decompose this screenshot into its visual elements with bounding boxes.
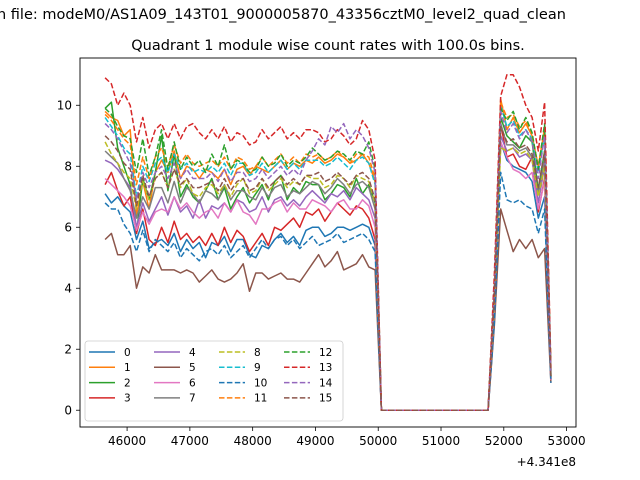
x-tick-label: 48000 bbox=[234, 434, 272, 448]
series-line-15 bbox=[104, 125, 552, 411]
y-tick-label: 10 bbox=[57, 99, 72, 113]
series-lines bbox=[104, 74, 552, 411]
y-tick-label: 6 bbox=[64, 221, 72, 235]
y-tick-label: 2 bbox=[64, 343, 72, 357]
legend-label-7: 7 bbox=[189, 393, 196, 405]
x-tick-label: 46000 bbox=[108, 434, 146, 448]
series-line-13 bbox=[104, 74, 552, 411]
y-axis: 0 2 4 6 8 10 bbox=[57, 99, 80, 418]
y-tick-label: 4 bbox=[64, 282, 72, 296]
legend-label-3: 3 bbox=[124, 393, 131, 405]
legend-label-13: 13 bbox=[319, 362, 332, 374]
x-tick-label: 47000 bbox=[171, 434, 209, 448]
y-tick-label: 8 bbox=[64, 160, 72, 174]
legend-label-14: 14 bbox=[319, 377, 333, 389]
y-tick-label: 0 bbox=[64, 404, 72, 418]
x-axis: 46000 47000 48000 49000 50000 51000 52000 53000 bbox=[108, 427, 586, 448]
legend-label-4: 4 bbox=[189, 347, 196, 359]
series-line-10 bbox=[104, 171, 552, 411]
legend-label-1: 1 bbox=[124, 362, 131, 374]
legend-box bbox=[84, 340, 344, 422]
x-tick-label: 52000 bbox=[485, 434, 523, 448]
legend-label-6: 6 bbox=[189, 377, 196, 389]
series-line-12 bbox=[104, 107, 552, 411]
x-tick-label: 49000 bbox=[296, 434, 334, 448]
x-offset-label: +4.341e8 bbox=[517, 455, 576, 469]
legend-label-15: 15 bbox=[319, 393, 332, 405]
plot-frame bbox=[79, 57, 577, 428]
chart-title: Quadrant 1 module wise count rates with … bbox=[131, 38, 525, 54]
x-tick-label: 50000 bbox=[359, 434, 397, 448]
legend-label-11: 11 bbox=[254, 393, 267, 405]
legend-label-12: 12 bbox=[319, 347, 332, 359]
legend-label-5: 5 bbox=[189, 362, 196, 374]
legend-label-2: 2 bbox=[124, 377, 131, 389]
x-tick-label: 51000 bbox=[422, 434, 460, 448]
legend-label-0: 0 bbox=[124, 347, 131, 359]
suptitle: n file: modeM0/AS1A09_143T01_9000005870_… bbox=[0, 7, 566, 23]
legend-label-8: 8 bbox=[254, 347, 261, 359]
legend-label-9: 9 bbox=[254, 362, 261, 374]
legend-label-10: 10 bbox=[254, 377, 267, 389]
x-tick-label: 53000 bbox=[547, 434, 585, 448]
